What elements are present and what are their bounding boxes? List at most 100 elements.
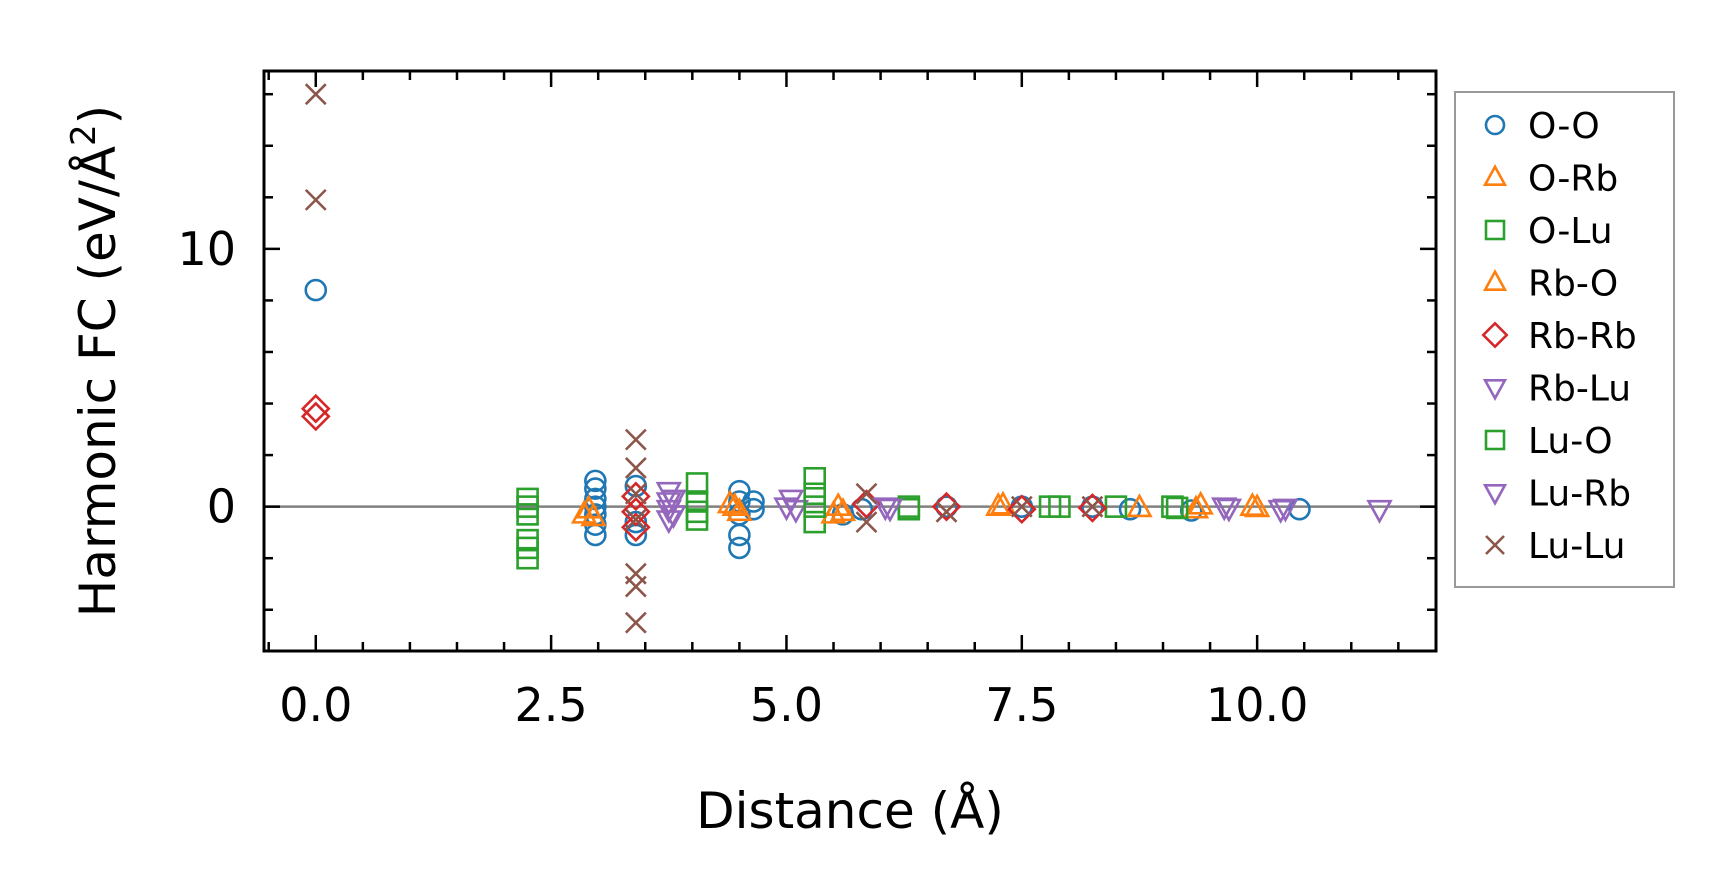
- data-point: [1243, 493, 1271, 518]
- legend-label: Rb-Rb: [1528, 316, 1637, 357]
- legend-label: Rb-Lu: [1528, 369, 1631, 410]
- series-rb-rb: [300, 393, 1108, 543]
- data-point: [624, 428, 647, 451]
- legend-marker: [1482, 483, 1508, 506]
- data-point: [721, 491, 748, 516]
- legend-label: O-Rb: [1528, 159, 1618, 200]
- data-point: [1048, 495, 1071, 518]
- data-point: [624, 611, 647, 634]
- data-points: [300, 83, 1393, 634]
- data-point: [621, 496, 651, 527]
- legend-label: Lu-O: [1528, 421, 1613, 462]
- data-point: [624, 474, 648, 498]
- tick-labels: 0.0 2.5 5.0 7.5 10.0 0 10: [177, 222, 1308, 732]
- data-point: [989, 490, 1017, 515]
- data-point: [742, 490, 765, 513]
- legend: O-O O-Rb O-Lu Rb-O Rb-Rb Rb-Lu Lu-O Lu-Rb Lu-Lu: [1454, 91, 1675, 588]
- x-tick-label: 10.0: [1206, 678, 1308, 732]
- data-point: [1182, 494, 1210, 519]
- legend-entry: O-Lu: [1484, 211, 1613, 252]
- data-point: [1165, 496, 1189, 520]
- data-point: [716, 489, 744, 514]
- data-point: [1081, 495, 1104, 518]
- data-point: [1006, 494, 1037, 525]
- x-tick-label: 7.5: [985, 678, 1058, 732]
- legend-marker: [1484, 114, 1506, 136]
- data-point: [820, 499, 847, 524]
- data-point: [1187, 490, 1214, 515]
- data-point: [304, 278, 328, 302]
- data-point: [1215, 498, 1243, 523]
- data-point: [1118, 497, 1142, 521]
- data-point: [1077, 493, 1108, 523]
- y-tick-label: 10: [177, 222, 236, 276]
- data-point: [1010, 495, 1033, 518]
- series-lu-rb: [660, 489, 1299, 530]
- legend-label: Rb-O: [1528, 264, 1618, 305]
- data-point: [773, 497, 800, 522]
- data-point: [728, 523, 751, 547]
- legend-label: O-O: [1528, 106, 1600, 147]
- x-axis-title: Distance (Å): [696, 782, 1004, 840]
- data-point: [655, 510, 682, 535]
- data-point: [855, 482, 878, 505]
- data-point: [624, 510, 648, 534]
- axis-ticks: [264, 71, 1436, 651]
- data-point: [304, 188, 327, 211]
- data-point: [803, 495, 826, 518]
- x-tick-label: 2.5: [515, 678, 588, 732]
- plot-frame: [262, 69, 1438, 653]
- legend-marker: [1484, 429, 1506, 451]
- data-point: [660, 489, 687, 514]
- data-point: [1126, 493, 1153, 518]
- data-point: [1288, 497, 1311, 521]
- y-axis-title: Harmonic FC (eV/Å2): [64, 105, 127, 617]
- data-point: [685, 472, 709, 495]
- data-point: [876, 498, 904, 523]
- legend-marker: [1484, 219, 1506, 241]
- data-point: [580, 502, 607, 527]
- data-point: [624, 508, 647, 531]
- data-point: [516, 495, 539, 518]
- legend-marker: [1482, 164, 1508, 186]
- legend-entry: O-O: [1484, 106, 1600, 147]
- data-point: [624, 457, 647, 479]
- data-point: [728, 536, 751, 560]
- legend-marker: [1481, 321, 1509, 349]
- series-o-lu: [516, 466, 1184, 570]
- data-point: [624, 482, 647, 505]
- series-lu-o: [516, 495, 1189, 524]
- data-point: [300, 393, 331, 424]
- data-point: [726, 497, 753, 522]
- legend-label: Lu-Rb: [1528, 474, 1631, 515]
- data-point: [803, 466, 826, 490]
- legend-entry: Rb-O: [1482, 264, 1618, 305]
- data-point: [897, 495, 921, 518]
- legend-marker: [1482, 378, 1508, 401]
- data-point: [935, 495, 958, 518]
- x-tick-label: 5.0: [750, 678, 823, 732]
- x-tick-label: 0.0: [279, 678, 352, 732]
- data-point: [624, 575, 647, 598]
- data-point: [584, 469, 607, 493]
- data-point: [803, 482, 826, 506]
- data-point: [935, 500, 958, 523]
- data-point: [655, 492, 682, 517]
- y-tick-label: 0: [207, 480, 236, 534]
- data-point: [685, 500, 709, 524]
- data-point: [1272, 498, 1299, 523]
- legend-marker: [1485, 535, 1505, 555]
- data-point: [660, 505, 687, 530]
- data-point: [584, 477, 607, 500]
- legend-entry: Lu-O: [1484, 421, 1613, 462]
- data-point: [300, 401, 331, 432]
- data-point: [855, 511, 878, 534]
- legend-entry: Lu-Rb: [1482, 474, 1631, 515]
- series-rb-o: [580, 490, 1271, 527]
- legend-entry: Rb-Rb: [1481, 316, 1637, 357]
- legend-entry: Lu-Lu: [1485, 526, 1625, 567]
- legend-label: Lu-Lu: [1528, 526, 1625, 567]
- series-lu-lu: [304, 83, 1104, 634]
- legend-marker: [1482, 269, 1508, 292]
